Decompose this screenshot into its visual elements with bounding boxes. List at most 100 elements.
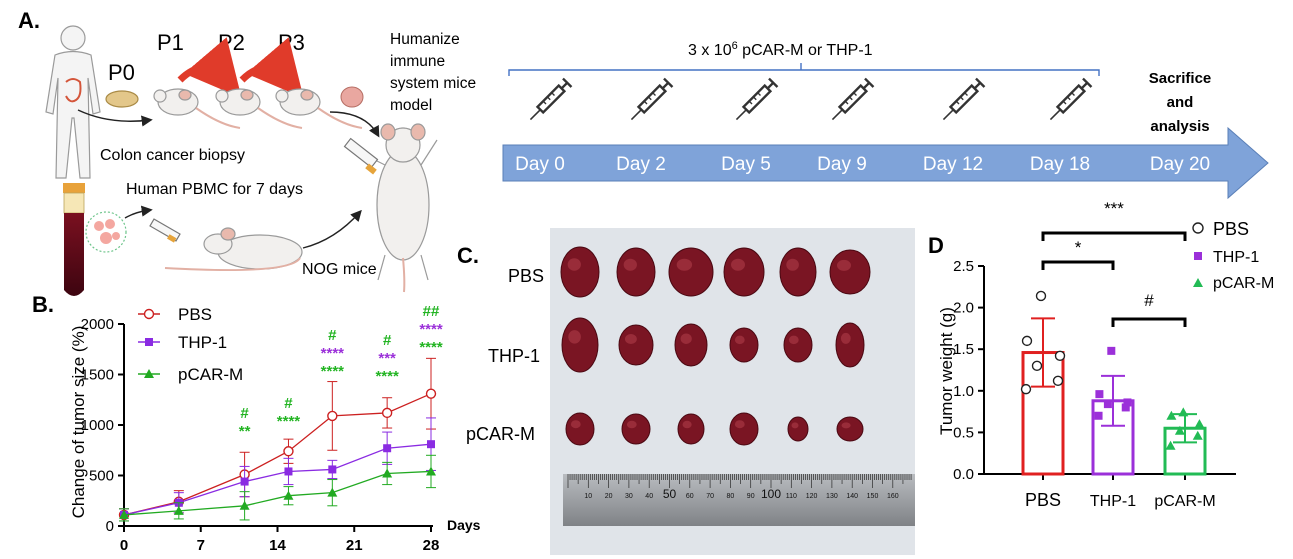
b-legend-pcarm-marker: [144, 369, 154, 378]
ruler-label: 130: [826, 493, 838, 500]
d-significance-bracket: [1041, 260, 1115, 270]
d-data-point: [1178, 407, 1189, 417]
d-legend-thp1-marker: [1194, 252, 1202, 260]
panel-a-label: A.: [18, 8, 40, 33]
tumor-highlight: [786, 258, 799, 271]
b-data-point: [327, 487, 338, 497]
d-data-point: [1020, 383, 1032, 395]
b-legend-pcarm: pCAR-M: [178, 365, 243, 384]
pbmc-arrow: [124, 205, 153, 219]
d-y-tick-label: 0.5: [953, 424, 974, 441]
tumor-highlight: [623, 258, 637, 271]
tumor-sample: [616, 247, 656, 297]
d-significance-bracket: [1041, 231, 1187, 241]
d-significance-bracket: [1111, 317, 1187, 327]
ruler-label: 120: [806, 493, 818, 500]
dose-bracket: [508, 63, 1100, 76]
b-significance-mark: ****: [321, 345, 345, 362]
end-line-3: analysis: [1150, 118, 1209, 135]
humanize-line-3: system mice: [390, 75, 476, 92]
tumor-highlight: [734, 420, 745, 429]
b-series-pcarm: [119, 454, 436, 522]
b-data-point: [173, 505, 184, 515]
mouse-p2-icon: [215, 88, 303, 129]
panel-d: D Tumor weight (g) 0.0 0.5 1.0 1.5 2.0 2.5 PBS…: [928, 199, 1274, 510]
transplant-arrow: [329, 111, 380, 138]
d-data-point: [1192, 430, 1203, 440]
mouse-p1-icon: [153, 88, 241, 129]
humanize-line-1: Humanize: [390, 31, 460, 48]
tumor-sample: [561, 317, 599, 373]
timeline-day-labels: Day 0 Day 2 Day 5 Day 9 Day 12 Day 18 Day 20: [515, 154, 1210, 175]
pbmc-cells-icon: [85, 211, 127, 253]
c-row-pcarm: pCAR-M: [466, 424, 535, 444]
tumor-sample: [565, 412, 595, 446]
b-data-point: [284, 467, 293, 476]
ruler-label: 90: [747, 493, 755, 500]
b-annotations: #**#****#********#*******##********: [239, 303, 443, 440]
tumor-highlight: [682, 420, 692, 429]
d-y-tick-label: 0.0: [953, 466, 974, 483]
tumor-highlight: [734, 335, 745, 345]
d-legend-thp1: THP-1: [1213, 249, 1259, 266]
standing-mouse-icon: [364, 123, 438, 293]
ruler: 10 20 30 40 50 60 70 80 90 100 110 120 130 140 150 160: [563, 474, 915, 526]
pbmc-text: Human PBMC for 7 days: [126, 181, 303, 198]
tumor-photo: [560, 246, 871, 446]
d-legend-pbs-marker: [1192, 222, 1204, 234]
d-data-point: [1021, 335, 1033, 347]
tumor-highlight: [570, 420, 581, 429]
d-x-tick-label: PBS: [1025, 490, 1061, 510]
b-x-tick-label: 0: [120, 537, 128, 554]
b-significance-mark: #: [383, 332, 392, 349]
d-data-point: [1052, 375, 1064, 387]
ruler-label: 40: [645, 493, 653, 500]
panel-a: A. P0 P1 P2 P3: [18, 8, 1269, 296]
d-significance: ****#: [1041, 199, 1187, 327]
d-y-tick-label: 2.0: [953, 300, 974, 317]
ruler-label: 150: [867, 493, 879, 500]
syringe-row: [529, 77, 1093, 121]
b-significance-mark: **: [239, 423, 251, 440]
tumor-sample: [729, 327, 759, 363]
timeline-day-label: Day 5: [721, 154, 771, 175]
ruler-label: 100: [761, 487, 781, 501]
p2-label: P2: [218, 30, 245, 55]
b-data-point: [425, 388, 437, 399]
panel-d-label: D: [928, 233, 944, 258]
biopsy-text: Colon cancer biopsy: [100, 147, 245, 164]
ruler-label: 80: [727, 493, 735, 500]
d-legend: PBS THP-1 pCAR-M: [1192, 219, 1274, 292]
injection-syringe-icon: [343, 137, 379, 175]
biopsy-arrow: [77, 109, 153, 127]
b-significance-mark: ****: [419, 321, 443, 338]
d-data-point: [1121, 403, 1130, 412]
d-data-point: [1107, 346, 1116, 355]
b-data-point: [381, 407, 393, 419]
tissue-icon: [105, 90, 139, 108]
syringe-icon: [529, 77, 573, 121]
b-y-tick-label: 1500: [81, 367, 114, 384]
tumor-sample: [779, 247, 817, 297]
tumor-highlight: [676, 258, 693, 271]
ruler-label: 20: [605, 493, 613, 500]
b-y-tick-label: 2000: [81, 316, 114, 333]
b-axes: 0 7 14 21 28 0 500 1000 1500 2000: [81, 316, 440, 554]
b-data-point: [328, 465, 337, 474]
b-significance-mark: ****: [375, 368, 399, 385]
blood-tube-icon: [63, 183, 85, 296]
ruler-label: 160: [887, 493, 899, 500]
tumor-highlight: [568, 330, 581, 344]
b-series-line: [123, 443, 432, 516]
d-legend-pcarm: pCAR-M: [1213, 275, 1274, 292]
d-data-point: [1174, 425, 1185, 435]
d-data-point: [1095, 390, 1104, 399]
b-data-point: [119, 509, 129, 519]
d-bars: [1020, 290, 1207, 476]
humanize-line-2: immune: [390, 53, 445, 70]
b-legend-pbs: PBS: [178, 305, 212, 324]
tumor-sample: [723, 247, 765, 297]
b-data-point: [383, 444, 392, 453]
b-x-tick-label: 7: [197, 537, 205, 554]
